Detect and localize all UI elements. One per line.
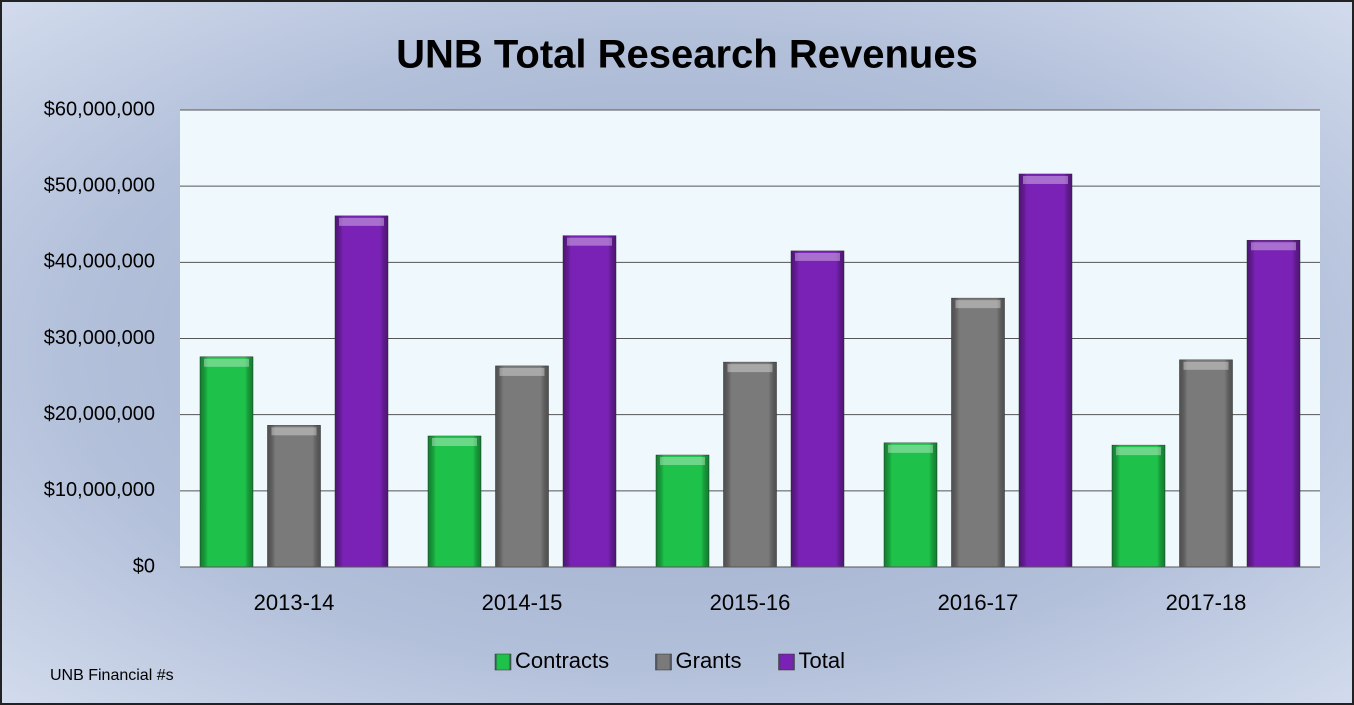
bar-shade xyxy=(200,356,253,567)
legend-label: Total xyxy=(799,648,845,673)
bar-bevel xyxy=(727,364,773,373)
bar-bevel xyxy=(660,457,705,466)
bar-shade xyxy=(1019,173,1072,568)
legend-swatch-base xyxy=(781,657,792,667)
x-tick-label: 2016-17 xyxy=(938,590,1019,615)
y-tick-label: $30,000,000 xyxy=(44,327,155,349)
chart-title: UNB Total Research Revenues xyxy=(396,33,978,77)
bar-shade xyxy=(267,425,321,567)
bar-shade xyxy=(884,442,937,567)
x-tick-label: 2014-15 xyxy=(482,590,563,615)
bar-bevel xyxy=(567,237,612,246)
y-tick-label: $60,000,000 xyxy=(44,98,155,120)
y-tick-label: $50,000,000 xyxy=(44,174,155,196)
x-tick-label: 2017-18 xyxy=(1166,590,1247,615)
bar-shade xyxy=(563,235,616,568)
y-tick-label: $10,000,000 xyxy=(44,479,155,501)
x-tick-label: 2013-14 xyxy=(254,590,335,615)
bar-bevel xyxy=(204,358,249,367)
y-tick-label: $40,000,000 xyxy=(44,251,155,273)
bar-bevel xyxy=(1116,447,1161,456)
y-tick-label: $0 xyxy=(133,555,155,577)
bar-shade xyxy=(791,250,844,568)
x-tick-label: 2015-16 xyxy=(710,590,791,615)
bar-shade xyxy=(1112,445,1165,567)
bar-shade xyxy=(951,298,1005,567)
bar-bevel xyxy=(499,367,545,376)
legend-label: Contracts xyxy=(515,648,609,673)
bar-bevel xyxy=(1251,242,1296,251)
source-note: UNB Financial #s xyxy=(50,667,174,684)
legend-swatch-base xyxy=(658,657,669,667)
bar-bevel xyxy=(795,252,840,261)
bar-bevel xyxy=(271,427,317,436)
bar-bevel xyxy=(432,437,477,446)
bar-bevel xyxy=(339,217,384,226)
bar-bevel xyxy=(1183,361,1229,370)
y-tick-label: $20,000,000 xyxy=(44,403,155,425)
bar-shade xyxy=(656,455,709,567)
bar-shade xyxy=(1247,240,1300,567)
bar-shade xyxy=(335,215,388,567)
bar-bevel xyxy=(1023,175,1068,184)
bar-bevel xyxy=(955,300,1001,309)
bar-shade xyxy=(428,435,481,567)
legend-swatch-base xyxy=(498,657,508,667)
bar-shade xyxy=(723,362,777,567)
bar-shade xyxy=(1179,359,1233,567)
bar-bevel xyxy=(888,444,933,453)
bar-shade xyxy=(495,365,549,567)
legend-label: Grants xyxy=(676,648,742,673)
